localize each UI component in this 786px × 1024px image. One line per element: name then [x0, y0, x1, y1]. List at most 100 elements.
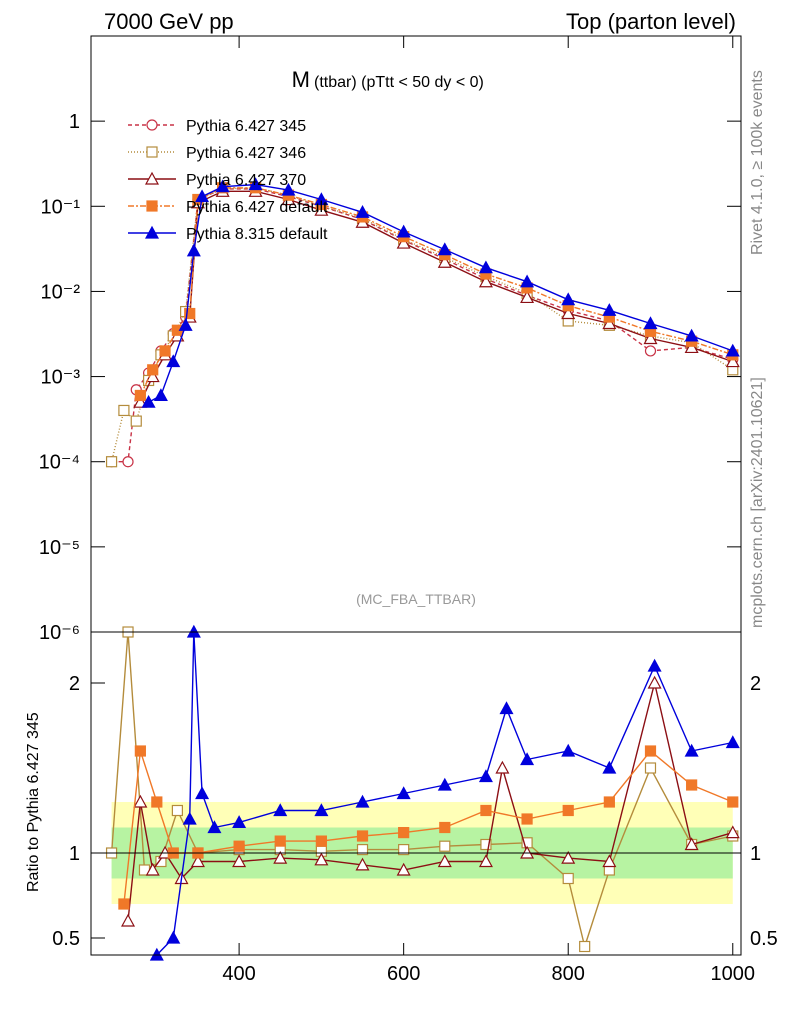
data-point-2-14	[520, 290, 535, 304]
x-tick-label-0: 400	[222, 963, 255, 985]
ratio-point-1-7	[273, 850, 288, 864]
ratio-point-3-5	[207, 820, 222, 834]
legend-label-0: Pythia 6.427 345	[186, 118, 306, 135]
data-point-0-1	[122, 456, 134, 468]
analysis-tag: (MC_FBA_TTBAR)	[356, 591, 476, 607]
data-point-3-0	[134, 389, 146, 402]
series-line-4	[148, 183, 734, 403]
ratio-point-2-0	[118, 898, 130, 910]
legend: Pythia 6.427 345 Pythia 6.427 346 Pythia 6…	[128, 118, 328, 243]
ratio-point-2-2	[151, 796, 163, 808]
data-point-2-11	[396, 235, 411, 249]
ratio-point-1-18	[684, 837, 699, 851]
ratio-point-2-17	[727, 796, 739, 808]
ratio-point-1-0	[121, 913, 136, 927]
ratio-point-1-12	[478, 854, 493, 868]
series-4	[141, 177, 740, 408]
ratio-point-3-2	[182, 811, 197, 825]
panel-frames	[90, 35, 742, 956]
y-tick-label-1: 10⁻⁵	[39, 537, 80, 559]
data-point-4-7	[248, 177, 263, 191]
data-point-2-19	[725, 354, 740, 368]
data-point-4-4	[186, 243, 201, 257]
legend-label-3: Pythia 6.427 default	[186, 199, 328, 216]
data-point-3-1	[147, 364, 159, 376]
data-point-4-18	[684, 328, 699, 342]
ratio-point-2-12	[521, 813, 533, 825]
legend-entry-4: Pythia 8.315 default	[128, 225, 328, 243]
ratio-point-2-13	[562, 804, 574, 817]
ratio-point-3-1	[166, 930, 181, 944]
ratio-point-3-17	[647, 658, 662, 672]
ratio-series-2	[118, 745, 739, 910]
ratio-frame	[90, 631, 742, 956]
ratio-point-2-11	[480, 804, 492, 817]
data-point-4-1	[153, 388, 168, 402]
ratio-point-0-9	[356, 843, 369, 856]
axis-ticks: 400 600 800 1000 10⁻⁶ 10⁻⁵ 10⁻⁴ 10⁻³ 10⁻² 10⁻¹ 1 0.…	[39, 36, 778, 985]
data-point-4-11	[396, 224, 411, 238]
legend-label-2: Pythia 6.427 370	[186, 172, 306, 189]
header-right: Top (parton level)	[566, 9, 736, 34]
series-line-2	[139, 190, 734, 403]
ratio-point-1-19	[725, 825, 740, 839]
data-point-1-0	[105, 456, 118, 468]
ratio-point-0-17	[644, 762, 657, 774]
mcplots-label: mcplots.cern.ch [arXiv:2401.10621]	[749, 377, 766, 628]
ratio-point-3-16	[602, 760, 617, 774]
y-tick-label-4: 10⁻²	[41, 281, 81, 303]
data-point-2-17	[643, 331, 658, 345]
ratio-point-2-7	[315, 835, 327, 847]
ratio-point-3-9	[355, 794, 370, 808]
ratio-point-3-13	[499, 701, 514, 715]
title-block: M (ttbar) (pTtt < 50 dy < 0)	[292, 67, 484, 92]
ratio-point-1-9	[355, 857, 370, 871]
series-line-3	[139, 187, 734, 396]
ratio-line-2	[123, 750, 734, 905]
y-tick-label-0: 10⁻⁶	[39, 622, 80, 644]
ratio-point-1-13	[495, 760, 510, 774]
data-point-0-19	[644, 345, 657, 357]
data-point-4-13	[478, 260, 493, 274]
ratio-line-3	[156, 631, 733, 956]
ratio-point-2-1	[134, 745, 146, 757]
data-point-2-18	[684, 340, 699, 354]
data-point-4-17	[643, 316, 658, 330]
legend-marker-4	[144, 225, 160, 239]
data-point-3-2	[159, 345, 171, 357]
ratio-point-0-12	[480, 838, 492, 851]
ratio-tick-label-right-2: 2	[750, 673, 761, 695]
ratio-point-3-6	[232, 815, 247, 829]
ratio-point-1-2	[145, 862, 160, 876]
data-point-4-19	[725, 343, 740, 357]
data-point-2-16	[602, 316, 617, 330]
data-point-4-5	[195, 189, 210, 203]
ratio-series-3	[149, 624, 740, 961]
data-point-4-0	[141, 394, 156, 408]
data-point-4-3	[178, 318, 193, 331]
data-point-4-16	[602, 303, 617, 316]
ratio-point-2-9	[398, 826, 410, 839]
ratio-point-3-12	[478, 769, 493, 783]
rivet-label: Rivet 4.1.0, ≥ 100k events	[749, 70, 766, 255]
ratio-point-1-15	[561, 850, 576, 864]
ratio-point-1-8	[314, 852, 329, 866]
data-point-2-0	[133, 394, 148, 408]
ratio-point-3-4	[195, 786, 210, 800]
legend-marker-2	[144, 171, 160, 185]
legend-label-4: Pythia 8.315 default	[186, 226, 328, 243]
legend-marker-3	[146, 200, 158, 212]
header-left: 7000 GeV pp	[104, 9, 234, 34]
ratio-ylabel: Ratio to Pythia 6.427 345	[25, 712, 42, 892]
data-point-3-4	[184, 307, 196, 320]
ratio-tick-label-right-1: 1	[750, 843, 761, 865]
ratio-point-2-8	[356, 830, 369, 842]
y-tick-label-6: 1	[69, 111, 80, 133]
ratio-point-3-8	[314, 803, 329, 817]
ratio-point-2-14	[603, 796, 615, 808]
data-point-2-13	[478, 274, 493, 288]
y-tick-label-5: 10⁻¹	[41, 196, 81, 218]
data-point-4-6	[215, 179, 230, 193]
ratio-point-3-10	[396, 786, 411, 800]
